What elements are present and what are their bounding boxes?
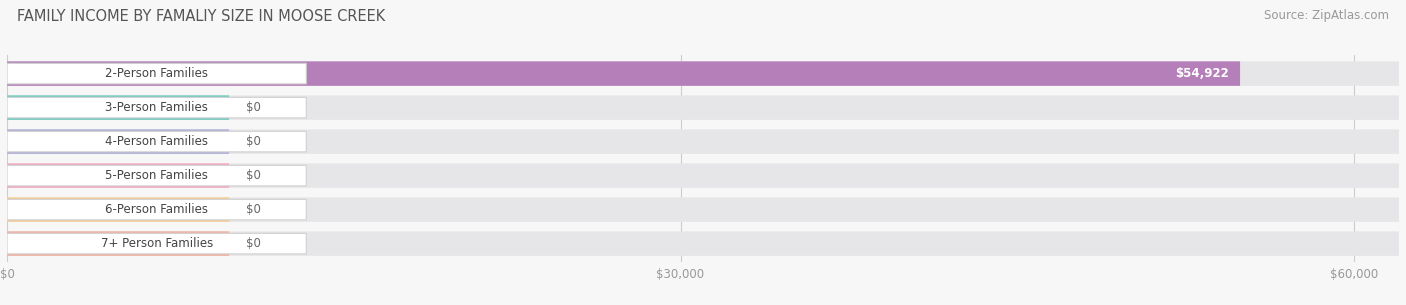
FancyBboxPatch shape <box>7 231 229 256</box>
FancyBboxPatch shape <box>7 61 1399 86</box>
FancyBboxPatch shape <box>7 97 307 118</box>
FancyBboxPatch shape <box>7 165 307 186</box>
Text: $54,922: $54,922 <box>1175 67 1229 80</box>
Text: 7+ Person Families: 7+ Person Families <box>101 237 212 250</box>
FancyBboxPatch shape <box>7 95 1399 120</box>
Text: $0: $0 <box>246 169 260 182</box>
FancyBboxPatch shape <box>7 129 1399 154</box>
FancyBboxPatch shape <box>7 163 229 188</box>
FancyBboxPatch shape <box>7 233 307 254</box>
Text: FAMILY INCOME BY FAMALIY SIZE IN MOOSE CREEK: FAMILY INCOME BY FAMALIY SIZE IN MOOSE C… <box>17 9 385 24</box>
FancyBboxPatch shape <box>7 163 1399 188</box>
Text: 5-Person Families: 5-Person Families <box>105 169 208 182</box>
Text: $0: $0 <box>246 135 260 148</box>
FancyBboxPatch shape <box>7 63 307 84</box>
Text: Source: ZipAtlas.com: Source: ZipAtlas.com <box>1264 9 1389 22</box>
FancyBboxPatch shape <box>7 95 229 120</box>
FancyBboxPatch shape <box>7 61 1240 86</box>
FancyBboxPatch shape <box>7 197 1399 222</box>
Text: 4-Person Families: 4-Person Families <box>105 135 208 148</box>
FancyBboxPatch shape <box>7 131 307 152</box>
Text: 6-Person Families: 6-Person Families <box>105 203 208 216</box>
Text: 3-Person Families: 3-Person Families <box>105 101 208 114</box>
FancyBboxPatch shape <box>7 129 229 154</box>
FancyBboxPatch shape <box>7 231 1399 256</box>
Text: $0: $0 <box>246 101 260 114</box>
Text: $0: $0 <box>246 237 260 250</box>
Text: $0: $0 <box>246 203 260 216</box>
Text: 2-Person Families: 2-Person Families <box>105 67 208 80</box>
FancyBboxPatch shape <box>7 197 229 222</box>
FancyBboxPatch shape <box>7 199 307 220</box>
